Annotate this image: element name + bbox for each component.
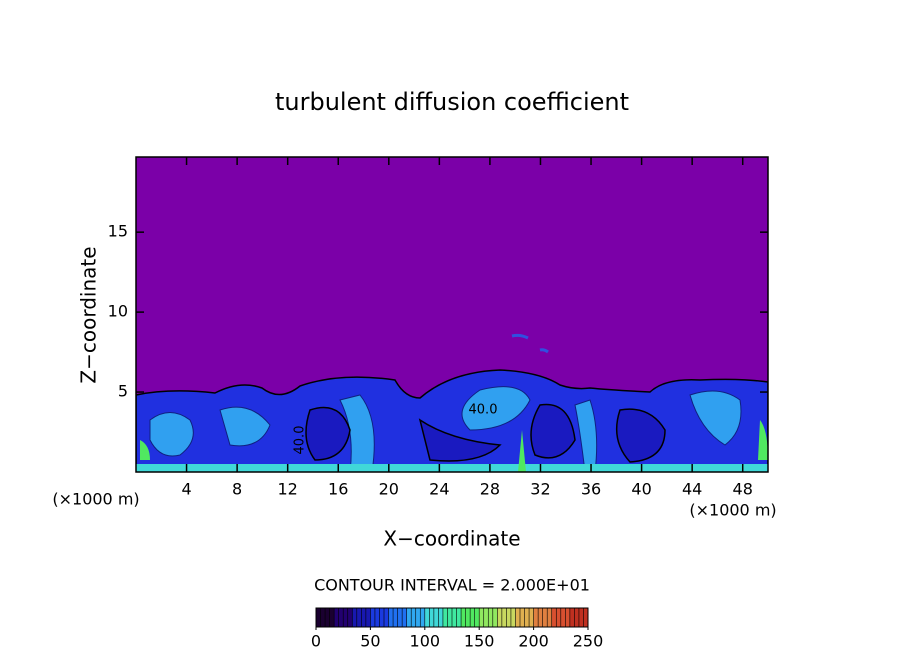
turbulent-layer xyxy=(136,333,768,472)
x-tick-label: 28 xyxy=(480,480,500,499)
x-tick-label: 20 xyxy=(379,480,399,499)
colorbar-tick-label: 100 xyxy=(410,632,441,651)
colorbar-tick-label: 50 xyxy=(360,632,380,651)
x-tick-label: 36 xyxy=(581,480,601,499)
x-tick-label: 12 xyxy=(278,480,298,499)
y-tick-label: 10 xyxy=(108,302,128,321)
x-tick-label: 40 xyxy=(631,480,651,499)
colorbar-tick-label: 0 xyxy=(311,632,321,651)
x-tick-label: 44 xyxy=(682,480,702,499)
x-tick-label: 24 xyxy=(429,480,449,499)
x-tick-label: 48 xyxy=(733,480,753,499)
contour-label: 40.0 xyxy=(469,403,498,418)
colorbar-tick-label: 250 xyxy=(573,632,604,651)
y-unit-label: (×1000 m) xyxy=(52,490,139,509)
colorbar-tick-label: 150 xyxy=(464,632,495,651)
colorbar-frame xyxy=(315,607,589,628)
y-axis-label: Z−coordinate xyxy=(77,246,101,383)
x-tick-label: 8 xyxy=(232,480,242,499)
x-tick-label: 4 xyxy=(181,480,191,499)
colorbar-tick-label: 200 xyxy=(518,632,549,651)
chart-title: turbulent diffusion coefficient xyxy=(275,88,629,116)
plot-frame xyxy=(135,156,769,473)
y-tick-label: 5 xyxy=(118,382,128,401)
y-tick-label: 15 xyxy=(108,222,128,241)
contour-label: 40.0 xyxy=(293,426,308,455)
x-tick-label: 32 xyxy=(530,480,550,499)
x-unit-label: (×1000 m) xyxy=(689,501,776,520)
contour-interval: CONTOUR INTERVAL = 2.000E+01 xyxy=(314,576,590,595)
x-tick-label: 16 xyxy=(328,480,348,499)
x-axis-label: X−coordinate xyxy=(383,527,520,551)
